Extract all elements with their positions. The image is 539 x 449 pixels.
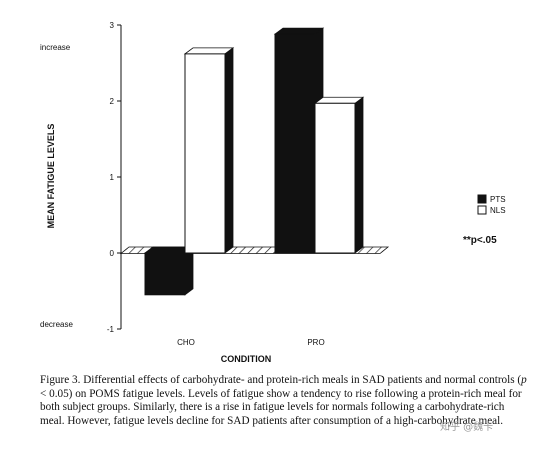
legend-label-nls: NLS (490, 206, 506, 215)
y-annotation-increase: increase (40, 43, 71, 52)
caption-label: Figure 3. (40, 374, 81, 386)
bar-pts-pro (274, 33, 316, 254)
bar-pts-cho (144, 252, 186, 296)
legend: PTS NLS (477, 194, 506, 215)
bar-side-nls-cho (224, 47, 234, 254)
y-tick-label: -1 (107, 325, 115, 334)
legend-label-pts: PTS (490, 195, 506, 204)
bar-chart: -1 0 1 2 3 CHO PRO increase decrease MEAN FATI… (40, 21, 506, 364)
caption-p-symbol: p (521, 374, 527, 386)
y-annotation-decrease: decrease (40, 320, 73, 329)
legend-swatch-nls (477, 205, 487, 215)
bar-side-nls-pro (354, 96, 364, 254)
significance-note: **p<.05 (463, 235, 497, 246)
caption-text-2: < 0.05) on POMS fatigue levels. Levels o… (40, 387, 522, 427)
bar-top-pts-pro (273, 27, 325, 35)
legend-swatch-pts (477, 194, 487, 204)
caption-text-1: Differential effects of carbohydrate- an… (80, 374, 522, 386)
y-tick-label: 1 (110, 173, 115, 182)
plot-area: -1 0 1 2 3 CHO PRO (107, 21, 390, 347)
y-tick-label: 0 (110, 249, 115, 258)
x-axis-title: CONDITION (221, 354, 272, 364)
figure-caption: Figure 3. Differential effects of carboh… (40, 374, 530, 428)
bar-side-pts-cho (184, 246, 194, 296)
watermark: 知乎 @魏卡 (440, 422, 494, 433)
bar-nls-cho (184, 53, 226, 254)
x-category-label: PRO (307, 338, 324, 347)
x-category-label: CHO (177, 338, 195, 347)
y-axis-title: MEAN FATIGUE LEVELS (46, 124, 56, 229)
bar-top-nls-cho (183, 47, 235, 55)
y-tick-label: 2 (110, 97, 115, 106)
bar-top-nls-pro (313, 96, 365, 104)
bar-nls-pro (314, 102, 356, 254)
y-tick-label: 3 (110, 21, 115, 30)
